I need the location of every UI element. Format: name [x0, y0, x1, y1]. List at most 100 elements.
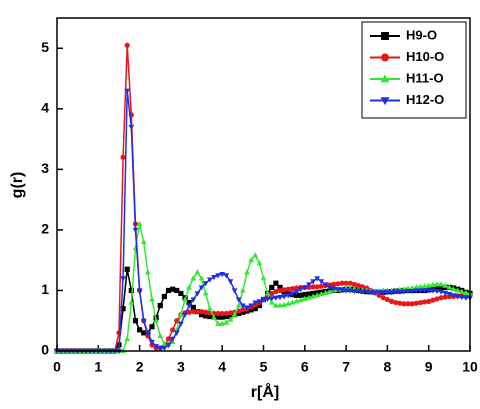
- marker: [310, 279, 316, 285]
- marker: [434, 286, 440, 292]
- marker: [438, 285, 444, 291]
- marker: [463, 289, 469, 295]
- marker: [339, 287, 345, 293]
- marker: [293, 285, 300, 291]
- marker: [421, 283, 428, 289]
- marker: [186, 309, 192, 315]
- marker: [227, 316, 234, 322]
- marker: [206, 305, 213, 311]
- marker: [149, 339, 155, 346]
- marker: [170, 286, 176, 292]
- marker: [454, 287, 461, 293]
- marker: [446, 284, 453, 290]
- marker: [207, 313, 213, 320]
- marker: [165, 336, 172, 342]
- marker: [430, 297, 436, 303]
- marker: [458, 288, 465, 294]
- x-tick-label: 0: [53, 359, 61, 375]
- marker: [331, 281, 337, 287]
- marker: [203, 313, 209, 319]
- marker: [302, 292, 308, 298]
- marker: [306, 282, 312, 288]
- marker: [409, 301, 415, 307]
- marker: [384, 296, 390, 303]
- marker: [149, 324, 155, 330]
- marker: [215, 273, 221, 279]
- marker: [293, 289, 300, 295]
- y-tick-label: 5: [41, 39, 49, 55]
- legend-marker: [380, 97, 390, 106]
- marker: [260, 297, 267, 303]
- marker: [401, 301, 407, 307]
- marker: [269, 290, 275, 297]
- legend-label: H11-O: [406, 70, 444, 85]
- marker: [252, 306, 258, 312]
- marker: [198, 309, 205, 315]
- marker: [434, 281, 440, 287]
- marker: [145, 269, 151, 275]
- marker: [426, 298, 432, 304]
- marker: [211, 314, 217, 320]
- marker: [417, 288, 424, 294]
- marker: [145, 330, 151, 336]
- marker: [289, 286, 296, 292]
- marker: [413, 288, 420, 294]
- marker: [269, 284, 275, 291]
- marker: [393, 299, 399, 306]
- marker: [190, 309, 196, 315]
- marker: [215, 314, 221, 320]
- marker: [194, 291, 201, 297]
- marker: [202, 290, 209, 296]
- marker: [273, 302, 279, 308]
- marker: [190, 275, 197, 281]
- marker: [128, 299, 135, 305]
- y-tick-label: 4: [41, 100, 49, 116]
- marker: [240, 307, 246, 313]
- y-tick-label: 1: [41, 281, 49, 297]
- marker: [351, 281, 357, 287]
- marker: [318, 279, 325, 285]
- y-axis-title: g(r): [9, 172, 26, 199]
- marker: [190, 304, 196, 311]
- marker: [223, 273, 230, 279]
- legend-label: H10-O: [406, 49, 444, 64]
- marker: [198, 285, 205, 291]
- marker: [429, 288, 436, 294]
- marker: [203, 309, 209, 315]
- marker: [182, 296, 188, 302]
- y-tick-label: 0: [41, 342, 49, 358]
- x-tick-label: 3: [177, 359, 185, 375]
- marker: [165, 342, 172, 349]
- marker: [306, 291, 312, 297]
- marker: [413, 300, 419, 306]
- marker: [141, 330, 147, 336]
- marker: [273, 289, 279, 295]
- marker: [417, 283, 424, 289]
- marker: [438, 281, 444, 287]
- marker: [409, 284, 416, 291]
- marker: [380, 290, 387, 296]
- marker: [277, 295, 283, 301]
- marker: [206, 277, 213, 283]
- marker: [289, 291, 296, 297]
- marker: [268, 299, 275, 305]
- marker: [405, 288, 411, 295]
- marker: [264, 290, 271, 296]
- marker: [330, 286, 337, 292]
- marker: [124, 42, 130, 48]
- marker: [421, 288, 428, 294]
- marker: [413, 284, 420, 290]
- marker: [186, 284, 193, 290]
- marker: [363, 289, 370, 295]
- marker: [182, 312, 188, 318]
- marker: [355, 288, 362, 295]
- marker: [351, 288, 358, 295]
- marker: [174, 318, 180, 324]
- y-tick-label: 2: [41, 221, 49, 237]
- x-tick-label: 6: [301, 359, 309, 375]
- marker: [157, 332, 164, 338]
- marker: [194, 309, 201, 315]
- marker: [165, 287, 172, 294]
- marker: [260, 275, 267, 281]
- marker: [318, 283, 324, 289]
